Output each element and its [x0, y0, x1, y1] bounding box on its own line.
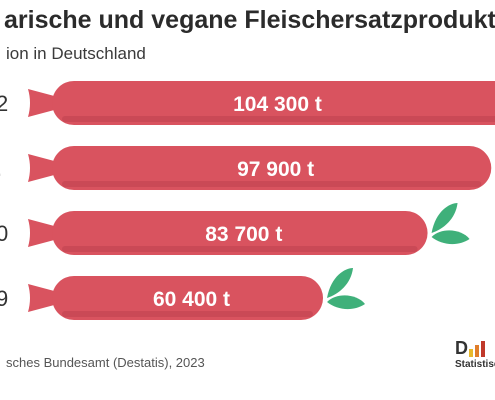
sausage-shade — [62, 116, 495, 122]
category-label: 2 — [0, 91, 8, 116]
value-label: 60 400 t — [153, 288, 230, 311]
sausage-body — [52, 211, 428, 255]
value-label: 104 300 t — [233, 93, 322, 116]
sausage-knot — [28, 89, 58, 117]
category-label: 0 — [0, 221, 8, 246]
sausage-body — [52, 81, 495, 125]
sausage-bar-1: 2 104 300 t — [0, 81, 495, 125]
sausage-knot — [28, 284, 58, 312]
chart-subtitle: ion in Deutschland — [6, 44, 146, 63]
value-label: 97 900 t — [237, 158, 314, 181]
logo-bar-1 — [469, 349, 473, 357]
value-label: 83 700 t — [205, 223, 282, 246]
logo-bar-3 — [481, 341, 485, 357]
sausage-body — [52, 146, 492, 190]
logo-bars-icon — [469, 341, 485, 357]
leaf-icon — [327, 268, 354, 298]
logo-bar-2 — [475, 345, 479, 357]
chart-title: arische und vegane Fleischersatzprodukte — [4, 6, 495, 34]
category-label: 9 — [0, 286, 8, 311]
sausage-bar-2: . 97 900 t — [0, 146, 492, 190]
logo-wordmark: Statistisc — [455, 359, 495, 370]
destatis-logo: D Statistisc — [455, 338, 495, 378]
leaf-icon — [327, 295, 366, 310]
sausage-shade — [62, 311, 314, 317]
leaf-icon — [431, 203, 458, 233]
sausage-bar-3: 0 83 700 t — [0, 203, 470, 255]
sausage-bar-4: 9 60 400 t — [0, 268, 366, 320]
logo-letter: D — [455, 338, 468, 358]
sausage-body — [52, 276, 324, 320]
source-note: sches Bundesamt (Destatis), 2023 — [6, 355, 205, 370]
sausage-knot — [28, 219, 58, 247]
sausage-shade — [62, 181, 482, 187]
category-label: . — [0, 156, 2, 181]
sausage-knot — [28, 154, 58, 182]
sausage-bar-chart: 2 104 300 t. 97 900 t 0 83 700 t 9 60 400 t — [0, 81, 495, 320]
leaf-icon — [431, 230, 470, 245]
sausage-shade — [62, 246, 418, 252]
